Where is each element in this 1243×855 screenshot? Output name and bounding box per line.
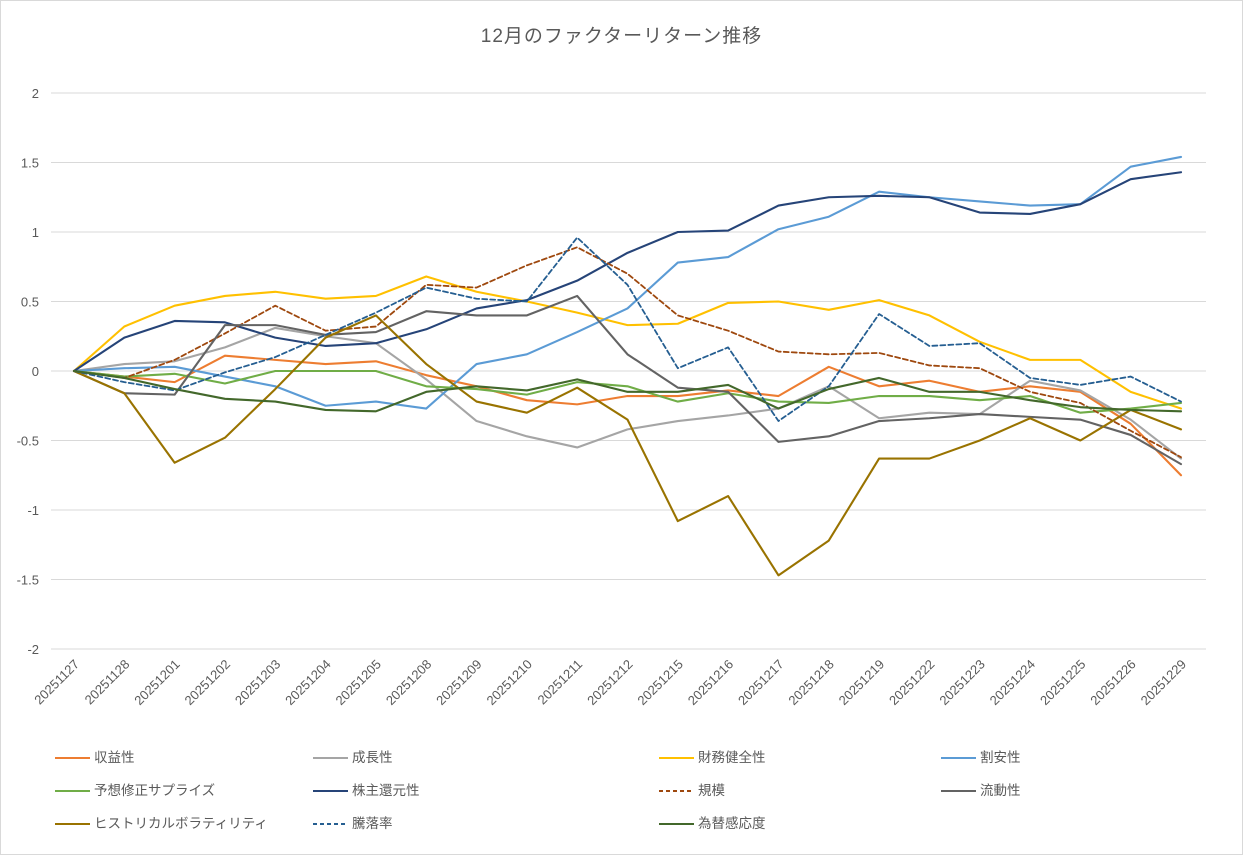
legend-item-financial-health: 財務健全性 bbox=[659, 750, 766, 766]
legend-line-swatch-icon bbox=[659, 757, 694, 759]
legend-item-fx-sensitivity: 為替感応度 bbox=[659, 816, 766, 832]
x-axis-tick-label: 20251201 bbox=[131, 657, 183, 709]
series-line-historical-volatility bbox=[72, 314, 1183, 577]
y-axis-tick-label: 0 bbox=[32, 364, 39, 379]
series-line-growth bbox=[72, 326, 1183, 460]
legend-label: 成長性 bbox=[352, 750, 393, 765]
x-axis-tick-label: 20251204 bbox=[282, 657, 334, 709]
legend-item-shareholder-return: 株主還元性 bbox=[313, 783, 420, 799]
legend-label: 株主還元性 bbox=[352, 783, 420, 798]
series-line-financial-health bbox=[72, 275, 1183, 410]
legend-label: 割安性 bbox=[980, 750, 1021, 765]
legend-item-estimate-revision-surprise: 予想修正サプライズ bbox=[55, 783, 215, 799]
x-axis-tick-label: 20251210 bbox=[483, 657, 535, 709]
legend-line-swatch-icon bbox=[313, 790, 348, 792]
chart-title: 12月のファクターリターン推移 bbox=[480, 26, 763, 47]
legend-label: 収益性 bbox=[94, 750, 135, 765]
x-axis-tick-label: 20251212 bbox=[584, 657, 636, 709]
legend-item-size: 規模 bbox=[659, 783, 725, 799]
legend-item-historical-volatility: ヒストリカルボラティリティ bbox=[55, 816, 268, 832]
legend-line-swatch-icon bbox=[313, 757, 348, 759]
y-axis-tick-label: 2 bbox=[32, 86, 39, 101]
x-axis-tick-label: 20251211 bbox=[534, 657, 585, 708]
y-axis-tick-label: 1.5 bbox=[21, 156, 39, 171]
legend-line-swatch-icon bbox=[941, 790, 976, 792]
legend-item-growth: 成長性 bbox=[313, 750, 393, 766]
legend-line-swatch-icon bbox=[659, 823, 694, 825]
legend-line-swatch-icon bbox=[941, 757, 976, 759]
series-line-estimate-revision-surprise bbox=[72, 369, 1183, 414]
x-axis-tick-label: 20251127 bbox=[31, 657, 82, 708]
y-axis-tick-label: 1 bbox=[32, 225, 39, 240]
x-axis-tick-label: 20251229 bbox=[1138, 657, 1190, 709]
x-axis-tick-label: 20251203 bbox=[232, 657, 284, 709]
x-axis-tick-label: 20251218 bbox=[785, 657, 837, 709]
legend-line-swatch-icon bbox=[55, 790, 90, 792]
legend-label: 規模 bbox=[698, 783, 725, 798]
series-line-price-change-rate bbox=[73, 236, 1182, 422]
x-axis-tick-label: 20251202 bbox=[182, 657, 234, 709]
x-axis-tick-label: 20251216 bbox=[685, 657, 737, 709]
x-axis-tick-label: 20251215 bbox=[634, 657, 686, 709]
legend-label: 財務健全性 bbox=[698, 750, 766, 765]
y-axis-tick-label: -2 bbox=[27, 642, 39, 657]
series-line-liquidity bbox=[72, 294, 1183, 466]
legend-label: ヒストリカルボラティリティ bbox=[94, 816, 268, 831]
legend-label: 流動性 bbox=[980, 783, 1021, 798]
x-axis-tick-label: 20251226 bbox=[1087, 657, 1139, 709]
legend-item-value: 割安性 bbox=[941, 750, 1021, 766]
legend-line-swatch-icon bbox=[55, 823, 90, 825]
legend-item-liquidity: 流動性 bbox=[941, 783, 1021, 799]
legend-item-price-change-rate: 騰落率 bbox=[313, 816, 393, 832]
x-axis-tick-label: 20251222 bbox=[886, 657, 938, 709]
y-axis-tick-label: -0.5 bbox=[17, 434, 39, 449]
y-axis-tick-label: 0.5 bbox=[21, 295, 39, 310]
legend-line-swatch-icon bbox=[313, 823, 348, 825]
series-line-shareholder-return bbox=[72, 171, 1183, 373]
x-axis-tick-label: 20251209 bbox=[433, 657, 485, 709]
legend-label: 為替感応度 bbox=[698, 816, 766, 831]
x-axis-tick-label: 20251224 bbox=[987, 657, 1039, 709]
legend-item-profitability: 収益性 bbox=[55, 750, 135, 766]
series-line-profitability bbox=[72, 354, 1183, 477]
x-axis-tick-label: 20251223 bbox=[936, 657, 988, 709]
series-line-size bbox=[73, 246, 1182, 459]
x-axis-tick-label: 20251225 bbox=[1037, 657, 1089, 709]
x-axis-tick-label: 20251208 bbox=[383, 657, 435, 709]
series-line-fx-sensitivity bbox=[72, 369, 1183, 413]
y-axis-tick-label: -1.5 bbox=[17, 573, 39, 588]
x-axis-tick-label: 20251219 bbox=[836, 657, 888, 709]
x-axis-tick-label: 20251205 bbox=[333, 657, 385, 709]
legend-line-swatch-icon bbox=[659, 790, 694, 792]
legend-label: 予想修正サプライズ bbox=[94, 783, 216, 798]
legend-line-swatch-icon bbox=[55, 757, 90, 759]
x-axis-tick-label: 20251217 bbox=[735, 657, 787, 709]
legend-label: 騰落率 bbox=[352, 816, 393, 831]
series-line-value bbox=[72, 155, 1183, 410]
y-axis-tick-label: -1 bbox=[27, 503, 39, 518]
x-axis-tick-label: 20251128 bbox=[82, 657, 133, 708]
